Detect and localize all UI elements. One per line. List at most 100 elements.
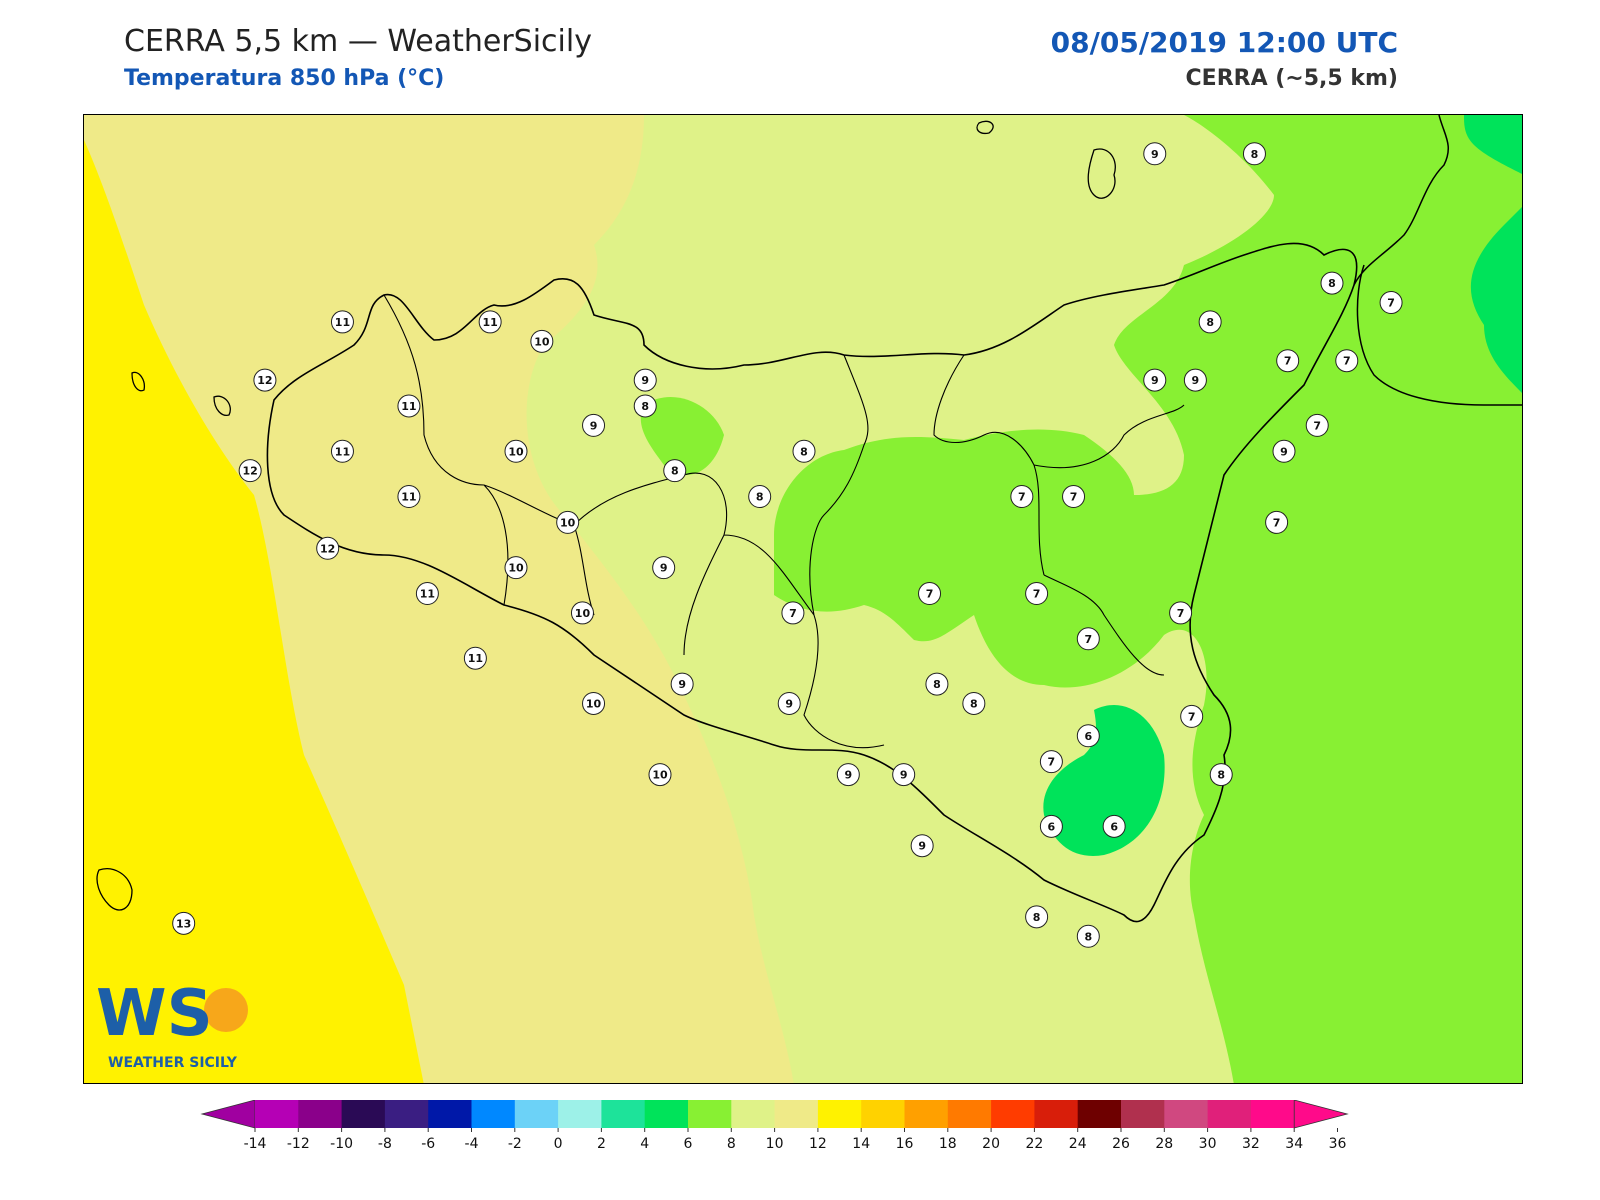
station-circle — [316, 536, 340, 560]
station-marker: 10 — [570, 601, 594, 625]
colorbar-cell — [774, 1100, 819, 1128]
station-value: 8 — [970, 697, 978, 710]
station-value: 7 — [1070, 491, 1078, 504]
station-value: 7 — [1084, 633, 1092, 646]
station-marker: 11 — [478, 310, 502, 334]
logo-graphic: WS WEATHER SICILY — [96, 977, 248, 1071]
chart-subtitle: Temperatura 850 hPa (°C) — [124, 66, 445, 91]
station-circle — [781, 601, 805, 625]
station-value: 8 — [1084, 930, 1092, 943]
station-value: 9 — [1151, 374, 1159, 387]
station-marker: 12 — [253, 368, 277, 392]
colorbar-cell — [255, 1100, 299, 1128]
station-marker: 9 — [1272, 439, 1296, 463]
colorbar-cell — [688, 1100, 732, 1128]
station-value: 9 — [1280, 445, 1288, 458]
station-circle — [777, 691, 801, 715]
colorbar-cell — [817, 1100, 862, 1128]
western-islands — [96, 371, 231, 911]
station-circle — [670, 672, 694, 696]
colorbar: -14 -12 -10 -8 -6 -4 -2 0 2 4 6 8 10 12 14 16 18 20 22 24 26… — [200, 1100, 1349, 1152]
station-value: 8 — [1206, 316, 1214, 329]
station-value: 11 — [335, 316, 350, 329]
station-marker: 6 — [1102, 814, 1126, 838]
colorbar-over-arrow — [1293, 1100, 1349, 1129]
station-value: 8 — [1328, 277, 1336, 290]
colorbar-tick-label: -4 — [465, 1136, 479, 1152]
station-markers: 9 8 8 7 11 11 10 8 7 7 12 9 9 9 11 8 7 9 11 10 8 9 8 12 11 8 7 7 10 7… — [172, 142, 1403, 948]
station-value: 8 — [641, 400, 649, 413]
station-value: 7 — [1387, 297, 1395, 310]
colorbar-tick-label: -6 — [421, 1136, 435, 1152]
station-marker: 10 — [530, 329, 554, 353]
station-value: 9 — [678, 678, 686, 691]
station-value: 6 — [1048, 820, 1056, 833]
station-circle — [1039, 750, 1063, 774]
colorbar-tick-label: -2 — [508, 1136, 522, 1152]
station-value: 7 — [789, 607, 797, 620]
colorbar-tick-label: 18 — [939, 1136, 957, 1152]
station-marker: 9 — [910, 834, 934, 858]
station-value: 7 — [1048, 756, 1056, 769]
station-circle — [397, 394, 421, 418]
colorbar-cell — [1077, 1100, 1122, 1128]
station-circle — [1143, 368, 1167, 392]
station-marker: 8 — [663, 459, 687, 483]
field-6-north — [1464, 115, 1522, 174]
station-marker: 8 — [792, 439, 816, 463]
colorbar-cell — [298, 1100, 343, 1128]
station-circle — [648, 763, 672, 787]
station-marker: 7 — [1169, 601, 1193, 625]
station-circle — [925, 672, 949, 696]
colorbar-tick-label: 36 — [1329, 1136, 1347, 1152]
station-marker: 7 — [1180, 704, 1204, 728]
station-value: 9 — [641, 374, 649, 387]
colorbar-tick-label: 6 — [684, 1136, 693, 1152]
station-marker: 9 — [670, 672, 694, 696]
station-circle — [1265, 510, 1289, 534]
station-value: 9 — [1151, 148, 1159, 161]
aeolian-islands — [976, 120, 1116, 199]
colorbar-tick-label: 2 — [597, 1136, 606, 1152]
colorbar-tick-label: 16 — [896, 1136, 914, 1152]
station-circle — [1335, 349, 1359, 373]
station-marker: 9 — [652, 556, 676, 580]
colorbar-cell — [1121, 1100, 1165, 1128]
station-circle — [253, 368, 277, 392]
valid-datetime: 08/05/2019 12:00 UTC — [1050, 26, 1398, 59]
station-circle — [570, 601, 594, 625]
colorbar-tick-label: 4 — [640, 1136, 649, 1152]
station-circle — [330, 310, 354, 334]
station-value: 10 — [508, 445, 524, 458]
station-value: 9 — [844, 769, 852, 782]
weather-sicily-logo: WS WEATHER SICILY — [96, 975, 256, 1075]
station-marker: 6 — [1076, 724, 1100, 748]
chart-title: CERRA 5,5 km — WeatherSicily — [124, 24, 592, 59]
station-marker: 12 — [316, 536, 340, 560]
station-value: 7 — [1313, 419, 1321, 432]
station-value: 12 — [242, 465, 257, 478]
station-circle — [1010, 485, 1034, 509]
colorbar-tick-label: 24 — [1069, 1136, 1087, 1152]
station-marker: 8 — [1198, 310, 1222, 334]
model-label: CERRA (~5,5 km) — [1185, 66, 1398, 91]
station-marker: 11 — [330, 439, 354, 463]
station-circle — [330, 439, 354, 463]
station-marker: 8 — [1076, 924, 1100, 948]
station-value: 10 — [560, 516, 576, 529]
station-value: 6 — [1110, 820, 1118, 833]
station-circle — [478, 310, 502, 334]
station-value: 10 — [652, 769, 668, 782]
station-value: 8 — [756, 491, 764, 504]
colorbar-cell — [558, 1100, 602, 1128]
station-value: 10 — [534, 335, 550, 348]
sicily-coastline — [266, 242, 1358, 923]
station-value: 13 — [176, 917, 191, 930]
station-marker: 11 — [415, 582, 439, 606]
station-value: 7 — [1273, 516, 1281, 529]
colorbar-tick-label: 30 — [1199, 1136, 1217, 1152]
station-marker: 10 — [582, 691, 606, 715]
station-value: 11 — [401, 491, 416, 504]
station-marker: 7 — [1062, 485, 1086, 509]
station-marker: 13 — [172, 911, 196, 935]
